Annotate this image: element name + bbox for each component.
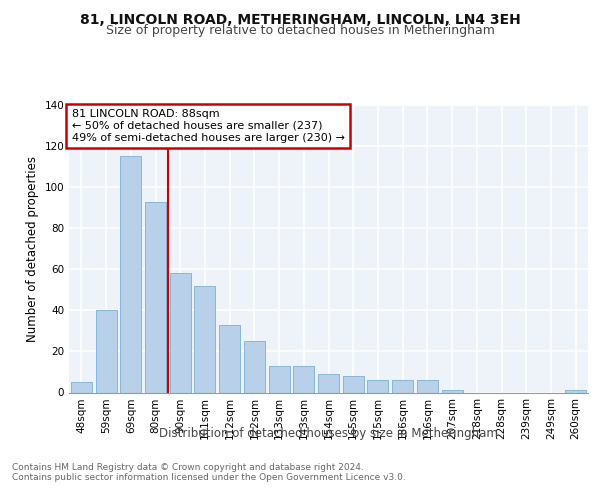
Text: Size of property relative to detached houses in Metheringham: Size of property relative to detached ho… <box>106 24 494 37</box>
Bar <box>170 274 191 392</box>
Bar <box>392 380 413 392</box>
Bar <box>145 202 166 392</box>
Bar <box>417 380 438 392</box>
Bar <box>244 341 265 392</box>
Bar <box>71 382 92 392</box>
Text: Distribution of detached houses by size in Metheringham: Distribution of detached houses by size … <box>160 428 498 440</box>
Bar <box>269 366 290 392</box>
Bar <box>95 310 116 392</box>
Text: 81, LINCOLN ROAD, METHERINGHAM, LINCOLN, LN4 3EH: 81, LINCOLN ROAD, METHERINGHAM, LINCOLN,… <box>80 12 520 26</box>
Bar <box>367 380 388 392</box>
Bar <box>442 390 463 392</box>
Text: Contains HM Land Registry data © Crown copyright and database right 2024.
Contai: Contains HM Land Registry data © Crown c… <box>12 462 406 482</box>
Y-axis label: Number of detached properties: Number of detached properties <box>26 156 39 342</box>
Bar <box>293 366 314 392</box>
Bar <box>120 156 141 392</box>
Bar <box>343 376 364 392</box>
Bar <box>318 374 339 392</box>
Bar <box>565 390 586 392</box>
Bar <box>219 324 240 392</box>
Text: 81 LINCOLN ROAD: 88sqm
← 50% of detached houses are smaller (237)
49% of semi-de: 81 LINCOLN ROAD: 88sqm ← 50% of detached… <box>71 110 344 142</box>
Bar <box>194 286 215 393</box>
